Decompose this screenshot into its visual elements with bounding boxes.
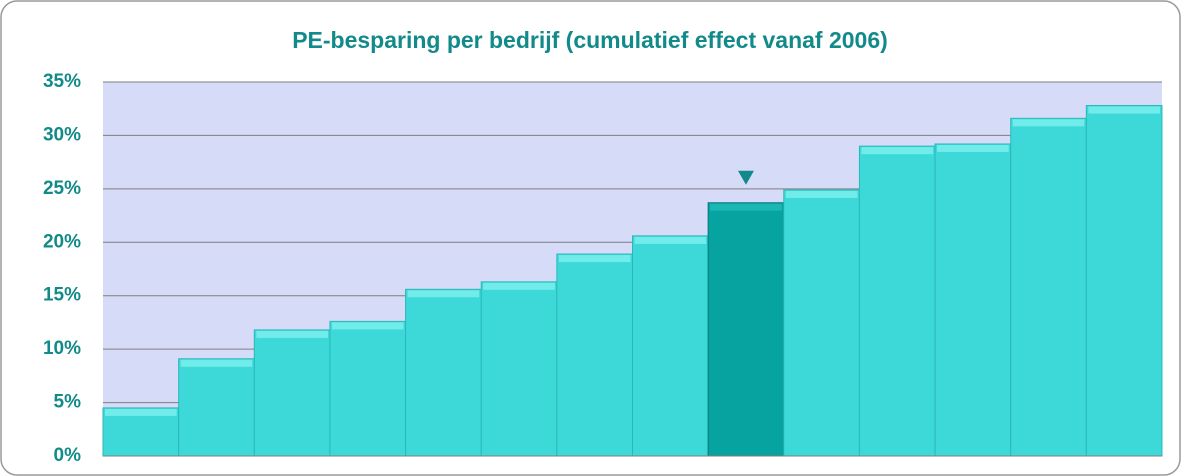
bar-top: [1088, 106, 1160, 114]
y-tick-label: 30%: [43, 124, 81, 145]
bar: [858, 145, 936, 457]
bar-top: [634, 236, 707, 244]
y-tick-label: 0%: [54, 445, 82, 466]
highlight-marker: [737, 170, 754, 185]
bar: [178, 358, 255, 457]
y-tick-label: 20%: [43, 231, 81, 252]
bar-top: [558, 255, 631, 263]
bar-top: [785, 190, 858, 198]
y-tick-label: 35%: [43, 71, 81, 92]
bar-top: [331, 322, 404, 330]
bar-top: [1012, 119, 1085, 127]
bar: [707, 202, 785, 457]
y-tick-label: 10%: [43, 338, 81, 359]
bar: [556, 253, 633, 457]
y-tick-label: 5%: [54, 392, 82, 413]
bar-top: [180, 359, 253, 367]
bar: [783, 189, 860, 457]
bar-top: [710, 203, 782, 211]
bar-top: [861, 147, 934, 155]
bar: [329, 320, 407, 457]
bar-top: [256, 330, 328, 338]
bar: [632, 235, 709, 457]
chart-title: PE-besparing per bedrijf (cumulatief eff…: [292, 27, 888, 53]
bar: [480, 281, 558, 457]
bar-top: [407, 290, 480, 298]
bar-top: [105, 408, 177, 416]
bar: [253, 329, 331, 457]
bar: [1010, 117, 1087, 457]
bar: [934, 143, 1012, 457]
y-tick-label: 25%: [43, 178, 81, 199]
bar-top: [937, 144, 1009, 152]
bar: [1085, 105, 1163, 457]
bar: [405, 288, 482, 457]
y-tick-label: 15%: [43, 285, 81, 306]
bar-top: [483, 282, 555, 290]
